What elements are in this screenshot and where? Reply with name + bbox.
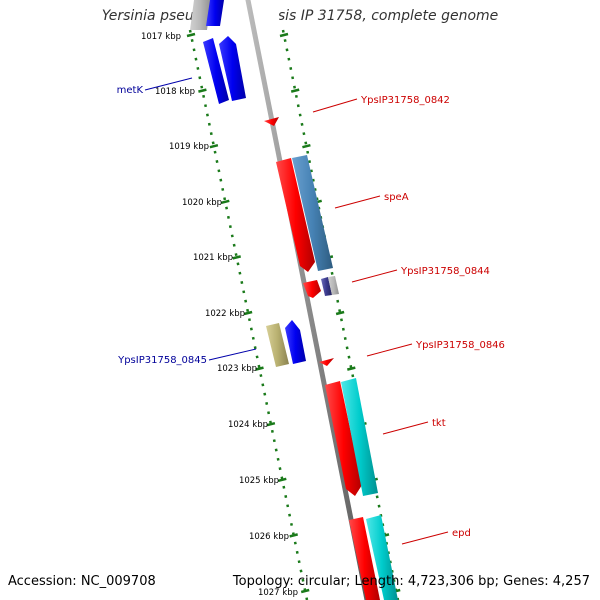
gene-label-0844: YpsIP31758_0844: [400, 266, 490, 277]
kbp-tick-mark: [289, 533, 299, 538]
leader-tkt: [382, 421, 429, 435]
gene-top-gray: [190, 0, 211, 30]
tick-label: 1022 kbp: [205, 309, 245, 319]
gene-label-tkt: tkt: [432, 418, 446, 429]
gene-epd-forward: [349, 517, 380, 600]
tick-label: 1026 kbp: [249, 532, 289, 542]
gene-epd-cog: [366, 515, 398, 600]
leader-speA: [334, 195, 381, 209]
tick-label: 1021 kbp: [193, 253, 233, 263]
gene-label-speA: speA: [384, 192, 409, 203]
leader-0844: [351, 269, 398, 283]
tick-label: 1017 kbp: [141, 32, 181, 42]
gene-features: [190, 0, 398, 600]
tick-label: 1023 kbp: [217, 364, 257, 374]
gene-tkt-forward: [325, 381, 362, 496]
gene-0845-reverse-olive: [266, 323, 289, 367]
gene-label-0845: YpsIP31758_0845: [117, 355, 207, 366]
kbp-tick-mark: [266, 421, 276, 427]
gene-metk-reverse-b: [219, 36, 246, 101]
kbp-tick-mark: [209, 143, 219, 149]
gene-tkt-cog: [341, 378, 378, 496]
gene-0846-forward: [319, 358, 334, 366]
tick-label: 1027 kbp: [258, 588, 298, 598]
gene-top-blue: [206, 0, 224, 26]
kbp-tick-mark: [220, 199, 230, 205]
gene-label-0842: YpsIP31758_0842: [360, 95, 450, 106]
gene-0842-forward: [264, 117, 279, 126]
tick-label: 1019 kbp: [169, 142, 209, 152]
gene-0844-forward: [303, 280, 321, 298]
gene-label-metk: metK: [117, 85, 144, 96]
kbp-tick-mark: [232, 255, 242, 260]
gene-metk-reverse-a: [203, 38, 229, 104]
kbp-tick-mark: [198, 88, 207, 93]
outer-tick-ring: [281, 29, 400, 600]
gene-0845-reverse-blue: [285, 320, 306, 364]
gene-speA-cog: [292, 155, 333, 271]
tick-label: 1024 kbp: [228, 420, 268, 430]
tick-label: 1020 kbp: [182, 198, 222, 208]
gene-label-epd: epd: [452, 528, 471, 539]
outer-tick-mark: [346, 366, 356, 371]
kbp-tick-mark: [243, 310, 253, 316]
track-band: [195, 0, 405, 600]
inner-tick-ring: [188, 29, 309, 600]
kbp-tick-mark: [300, 588, 310, 594]
leader-0842: [312, 98, 358, 113]
accession-label: Accession: NC_009708: [8, 574, 156, 589]
gene-0844-cog-gray: [328, 276, 339, 295]
gene-name-labels: metK YpsIP31758_0842 speA YpsIP31758_084…: [117, 85, 505, 539]
gene-0844-cog-navy: [321, 277, 332, 296]
kbp-tick-mark: [277, 477, 287, 483]
leader-0846: [366, 343, 413, 357]
gene-speA-forward: [276, 158, 315, 272]
genome-summary: Topology: circular; Length: 4,723,306 bp…: [232, 574, 590, 589]
tick-label: 1025 kbp: [239, 476, 279, 486]
kbp-tick-labels: 1017 kbp 1018 kbp 1019 kbp 1020 kbp 1021…: [141, 32, 298, 598]
outer-tick-mark: [302, 143, 311, 149]
tick-label: 1018 kbp: [155, 87, 195, 97]
kbp-tick-mark: [255, 366, 264, 371]
kbp-tick-mark: [186, 32, 196, 38]
outer-tick-mark: [279, 32, 289, 38]
outer-tick-mark: [335, 310, 345, 316]
kbp-tick-marks: [186, 32, 310, 594]
genome-backbone: [245, 0, 370, 600]
leader-metk: [144, 77, 193, 91]
gene-label-0846: YpsIP31758_0846: [415, 340, 505, 351]
leader-0845: [208, 348, 257, 361]
leader-epd: [401, 531, 449, 545]
label-leader-lines: [144, 77, 449, 545]
outer-tick-mark: [290, 88, 300, 93]
